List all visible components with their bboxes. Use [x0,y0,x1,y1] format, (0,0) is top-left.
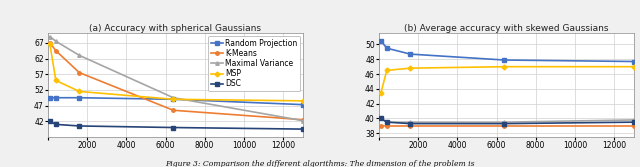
Text: Figure 3: Comparison the different algorithms: The dimension of the problem is: Figure 3: Comparison the different algor… [165,160,475,167]
Title: (a) Accuracy with spherical Gaussians: (a) Accuracy with spherical Gaussians [90,24,261,33]
Legend: Random Projection, K-Means, Maximal Variance, MSP, DSC: Random Projection, K-Means, Maximal Vari… [208,36,300,91]
Title: (b) Average accuracy with skewed Gaussians: (b) Average accuracy with skewed Gaussia… [404,24,609,33]
